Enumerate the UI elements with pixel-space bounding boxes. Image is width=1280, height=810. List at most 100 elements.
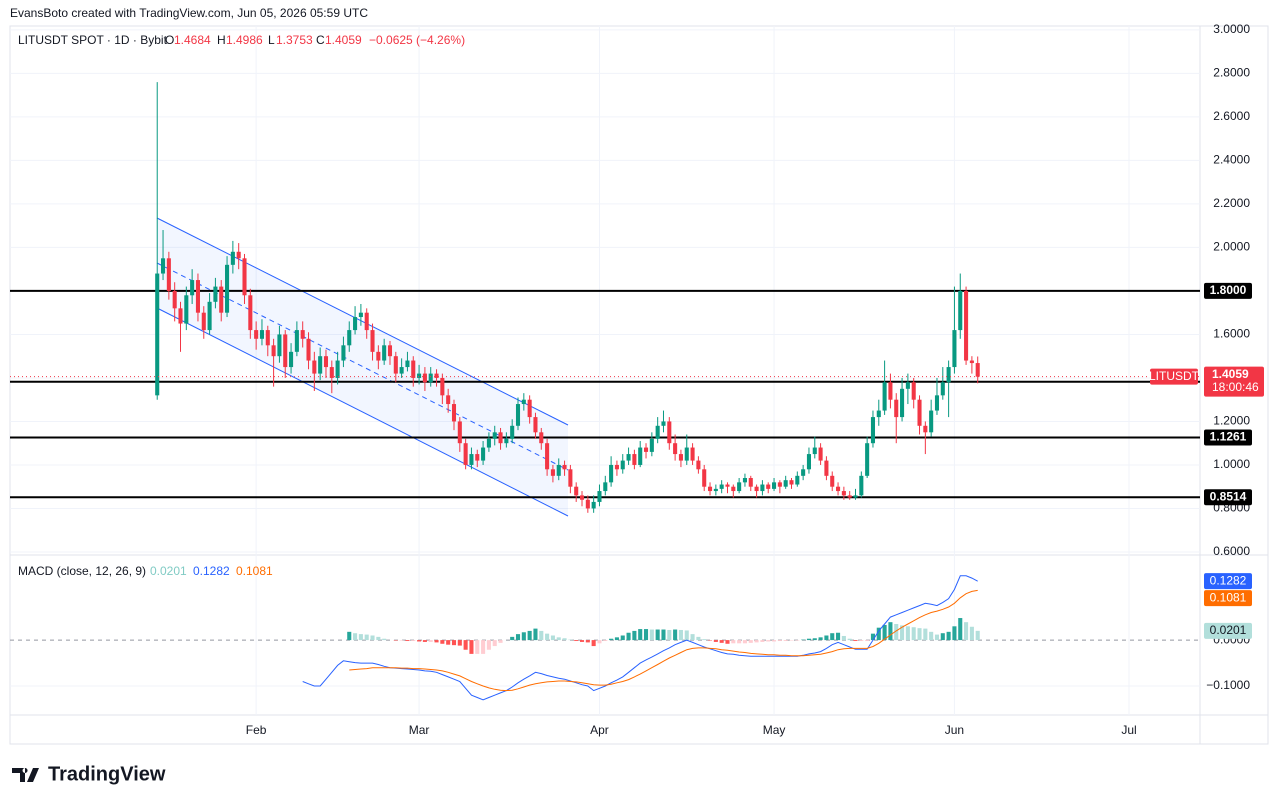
macd-histogram-bar <box>807 639 811 640</box>
macd-histogram-bar <box>917 628 921 640</box>
candle-body <box>778 482 782 486</box>
candle-body <box>341 345 345 360</box>
macd-histogram-bar <box>737 640 741 643</box>
candle-body <box>941 382 945 395</box>
macd-histogram-bar <box>836 633 840 640</box>
macd-histogram-bar <box>469 640 473 654</box>
macd-histogram-bar <box>609 639 613 640</box>
legend-item: 1.4059 <box>325 33 362 47</box>
candle-body <box>347 330 351 345</box>
candle-body <box>557 465 561 476</box>
candle-body <box>574 487 578 496</box>
macd-histogram-bar <box>528 631 532 640</box>
candle-body <box>737 482 741 491</box>
legend-item: L <box>268 33 275 47</box>
macd-histogram-bar <box>685 630 689 640</box>
macd-histogram-bar <box>947 632 951 640</box>
y-tick-label: 2.8000 <box>1213 66 1250 80</box>
macd-histogram-bar <box>615 637 619 640</box>
candle-body <box>516 404 520 426</box>
candle-body <box>656 426 660 439</box>
candle-body <box>976 363 980 377</box>
candle-body <box>708 487 712 491</box>
candle-body <box>190 280 194 295</box>
macd-histogram-bar <box>661 630 665 641</box>
macd-histogram-bar <box>853 640 857 641</box>
macd-histogram-bar <box>760 640 764 642</box>
candle-body <box>545 443 549 469</box>
candle-body <box>830 476 834 487</box>
candle-body <box>755 487 759 491</box>
candle-body <box>609 465 613 482</box>
macd-histogram-bar <box>696 637 700 640</box>
macd-histogram-bar <box>964 622 968 640</box>
candle-body <box>621 461 625 470</box>
candle-body <box>440 378 444 395</box>
candle-body <box>859 476 863 496</box>
y-tick-label: 3.0000 <box>1213 22 1250 36</box>
macd-histogram-bar <box>574 640 578 641</box>
candle-body <box>900 389 904 417</box>
candle-body <box>795 476 799 485</box>
macd-histogram-bar <box>731 640 735 643</box>
macd-histogram-bar <box>586 640 590 642</box>
candle-body <box>452 404 456 421</box>
candle-body <box>481 448 485 461</box>
candle-body <box>731 487 735 491</box>
candle-body <box>632 454 636 465</box>
candle-body <box>568 469 572 486</box>
macd-histogram-bar <box>720 640 724 643</box>
candle-body <box>370 330 374 352</box>
macd-histogram-bar <box>522 632 526 640</box>
macd-histogram-bar <box>976 631 980 640</box>
candle-body <box>528 400 532 417</box>
candle-body <box>597 491 601 502</box>
candle-body <box>260 330 264 339</box>
candle-body <box>208 302 212 330</box>
macd-histogram-bar <box>935 635 939 641</box>
macd-histogram-bar <box>539 631 543 640</box>
candle-body <box>499 432 503 443</box>
candle-body <box>225 265 229 313</box>
candle-body <box>196 280 200 313</box>
candle-body <box>667 421 671 443</box>
macd-histogram-bar <box>440 640 444 644</box>
candle-body <box>580 495 584 499</box>
macd-histogram-bar <box>429 640 433 642</box>
candle-body <box>277 334 281 356</box>
candle-body <box>295 330 299 352</box>
candle-body <box>679 454 683 461</box>
macd-histogram-bar <box>941 633 945 640</box>
macd-histogram-bar <box>813 638 817 640</box>
candle-body <box>336 361 340 378</box>
candle-body <box>789 480 793 484</box>
candle-body <box>254 330 258 339</box>
candle-body <box>504 439 508 443</box>
symbol-label: LITUSDT <box>1149 369 1200 383</box>
macd-histogram-bar <box>842 636 846 640</box>
macd-histogram-bar <box>423 640 427 642</box>
candle-body <box>539 432 543 443</box>
macd-histogram-bar <box>481 640 485 654</box>
candle-body <box>213 287 217 302</box>
x-tick-label: Jun <box>945 723 964 737</box>
candle-body <box>376 352 380 361</box>
macd-histogram-bar <box>370 636 374 641</box>
candle-body <box>725 485 729 487</box>
macd-histogram-bar <box>621 636 625 641</box>
candle-body <box>382 345 386 360</box>
candle-body <box>702 469 706 486</box>
candle-body <box>917 400 921 426</box>
macd-histogram-bar <box>632 631 636 640</box>
candle-body <box>865 443 869 476</box>
legend-item: H <box>217 33 226 47</box>
candle-body <box>283 334 287 367</box>
candle-body <box>766 485 770 489</box>
macd-histogram-bar <box>778 640 782 641</box>
y-tick-label: 2.4000 <box>1213 153 1250 167</box>
candle-body <box>638 448 642 465</box>
macd-histogram-bar <box>551 636 555 641</box>
macd-histogram-bar <box>644 629 648 640</box>
candle-body <box>894 400 898 417</box>
